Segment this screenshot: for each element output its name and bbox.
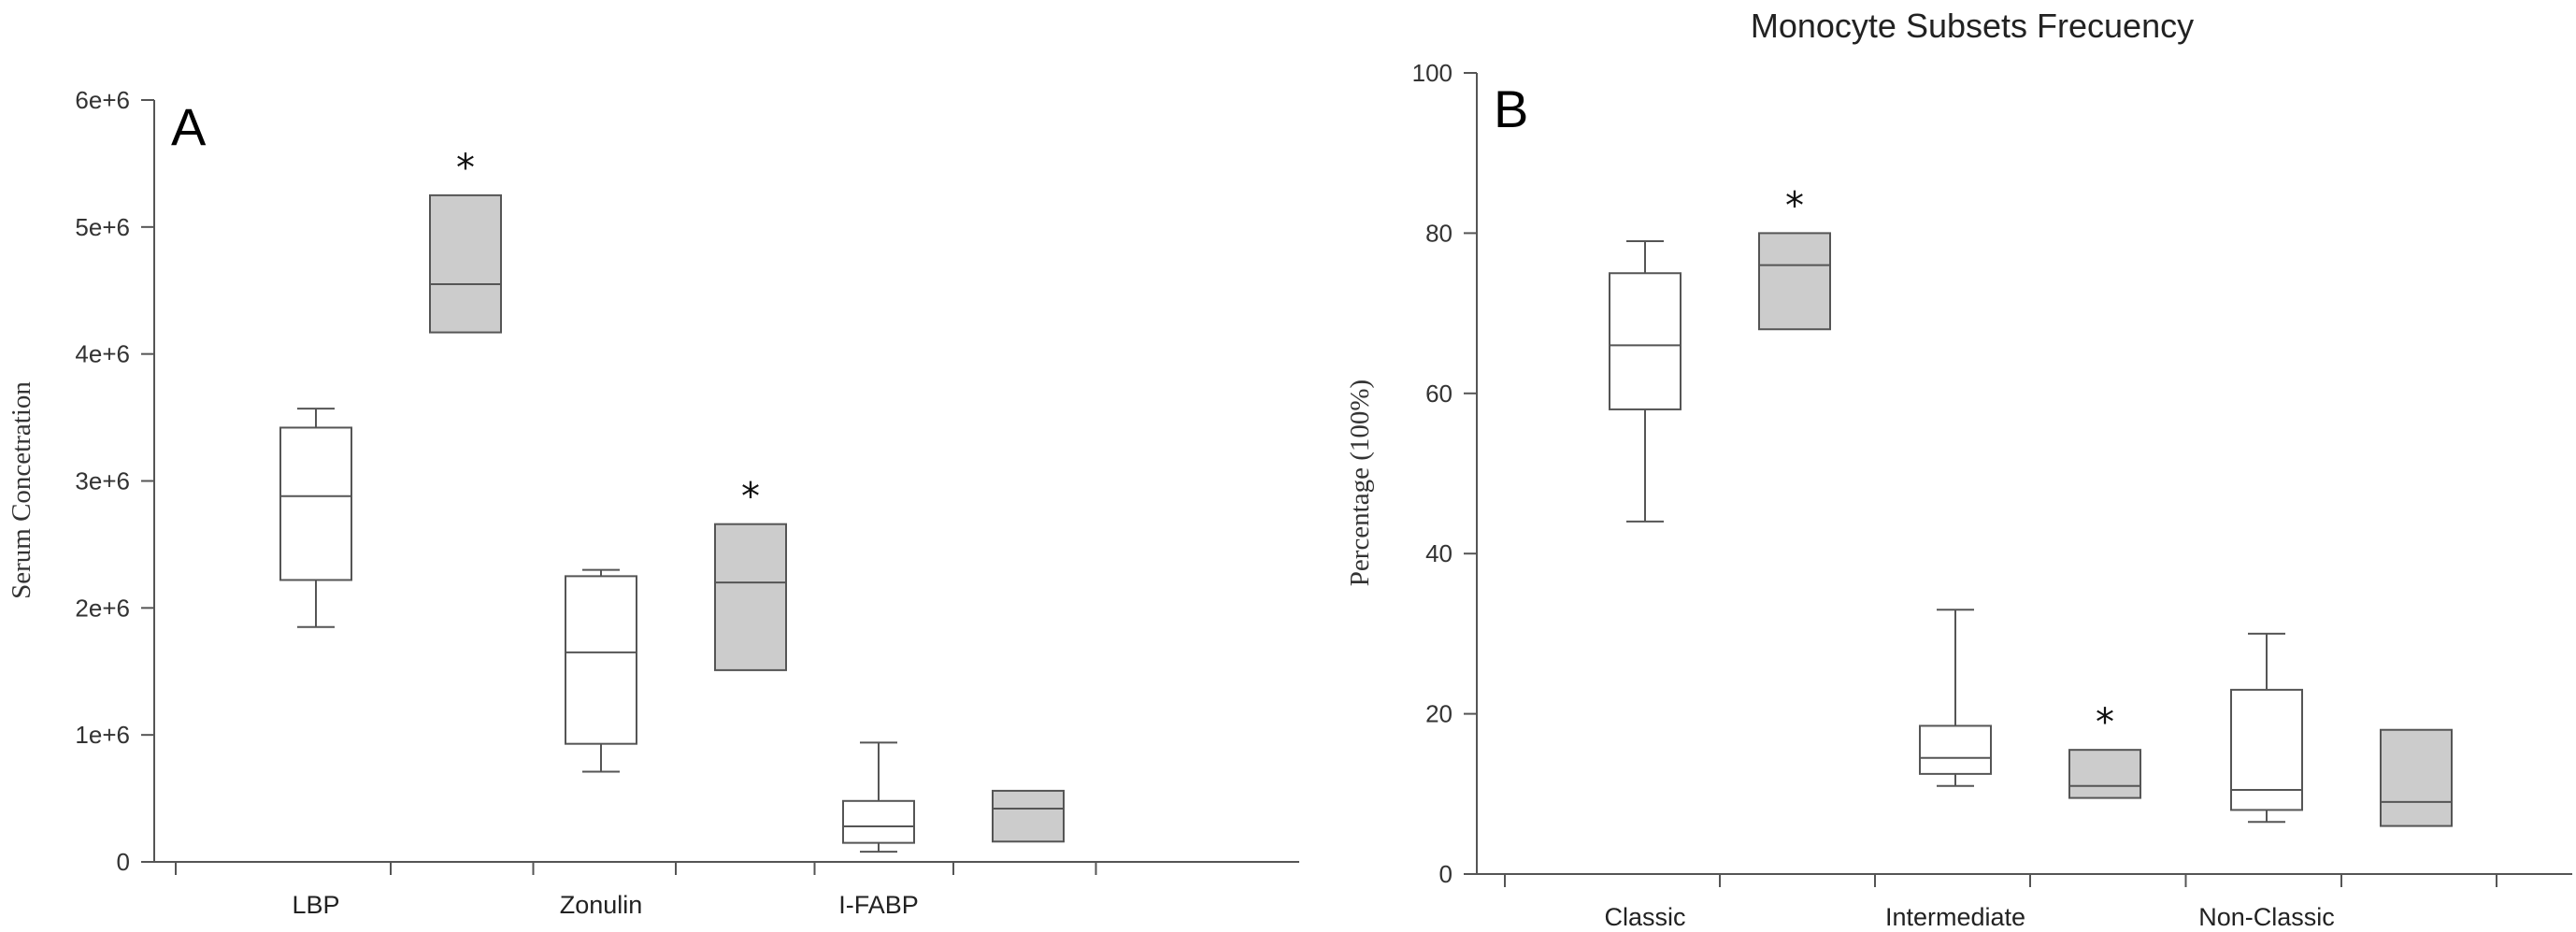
panel-b-monocyte-subsets: 0 20 40 60 80 100 Classic Intermediate Non-Class…	[1345, 7, 2572, 931]
x-category-label: Classic	[1604, 903, 1685, 931]
y-tick-label: 3e+6	[75, 467, 130, 495]
y-tick-label: 100	[1412, 59, 1453, 87]
box-iqr	[1758, 232, 1831, 331]
y-tick-label: 0	[1439, 860, 1453, 888]
y-tick-label: 40	[1425, 539, 1453, 567]
y-tick-label: 2e+6	[75, 594, 130, 622]
y-tick-label: 6e+6	[75, 86, 130, 114]
box-iqr	[842, 799, 915, 844]
box-plot	[842, 741, 915, 853]
box-iqr	[2380, 728, 2453, 827]
significance-marker: *	[1785, 184, 1804, 227]
box-iqr	[992, 789, 1065, 843]
x-category-label: Intermediate	[1885, 903, 2025, 931]
y-tick-label: 20	[1425, 700, 1453, 728]
box-iqr	[714, 523, 787, 671]
x-category-label: Non-Classic	[2198, 903, 2335, 931]
box-iqr	[429, 194, 502, 334]
x-category-label: I-FABP	[838, 891, 919, 919]
y-axis-title: Percentage (100%)	[1345, 380, 1375, 586]
box-plot	[565, 568, 637, 773]
x-category-label: Zonulin	[560, 891, 643, 919]
panel-a-serum-concentration: 0 1e+6 2e+6 3e+6 4e+6 5e+6 6e+6 LBP Zonulin I-FAB…	[7, 86, 1299, 919]
panel-letter: A	[171, 97, 207, 156]
y-tick-label: 5e+6	[75, 213, 130, 241]
panel-letter: B	[1494, 79, 1528, 138]
significance-marker: *	[2096, 701, 2114, 744]
significance-marker: *	[456, 147, 475, 190]
box-plot	[429, 194, 502, 334]
significance-marker: *	[741, 476, 760, 519]
y-tick-label: 0	[117, 848, 130, 876]
y-tick-label: 4e+6	[75, 340, 130, 368]
box-iqr	[2068, 749, 2141, 799]
box-plot	[714, 523, 787, 671]
box-iqr	[565, 575, 637, 745]
box-iqr	[1919, 724, 1992, 775]
box-plot	[2380, 728, 2453, 827]
chart-title: Monocyte Subsets Frecuency	[1751, 7, 2194, 45]
box-plot	[2230, 632, 2303, 824]
y-tick-label: 80	[1425, 219, 1453, 247]
box-plot	[1919, 609, 1992, 787]
box-iqr	[2230, 688, 2303, 811]
y-tick-label: 1e+6	[75, 721, 130, 749]
box-plot	[279, 408, 352, 628]
box-iqr	[1609, 272, 1682, 410]
box-plot	[1758, 232, 1831, 331]
box-iqr	[279, 426, 352, 581]
box-plot	[2068, 749, 2141, 799]
y-tick-label: 60	[1425, 380, 1453, 408]
box-plot	[992, 789, 1065, 843]
x-category-label: LBP	[292, 891, 339, 919]
y-axis-title: Serum Concetration	[7, 381, 36, 599]
box-plot	[1609, 239, 1682, 523]
